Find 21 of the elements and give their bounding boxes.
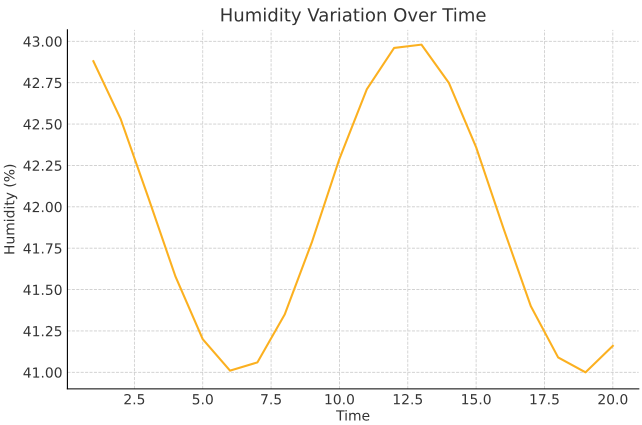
x-tick-label: 15.0 (462, 394, 491, 404)
x-tick-label: 2.5 (124, 394, 144, 404)
y-axis-title: Humidity (%) (4, 164, 18, 254)
x-tick-label: 12.5 (394, 394, 422, 404)
y-tick-label: 41.25 (23, 326, 62, 336)
y-tick-label: 42.50 (23, 119, 62, 130)
y-tick-label: 41.00 (23, 367, 62, 378)
y-tick-label: 42.00 (23, 202, 62, 212)
y-tick-label: 41.75 (23, 243, 62, 254)
chart-title: Humidity Variation Over Time (221, 8, 486, 26)
y-tick-label: 41.50 (23, 284, 62, 296)
y-tick-label: 42.25 (23, 160, 62, 171)
x-tick-label: 7.5 (261, 394, 281, 404)
x-tick-label: 20.0 (598, 394, 628, 404)
y-tick-label: 42.75 (23, 78, 62, 88)
x-tick-label: 10.0 (325, 394, 354, 404)
x-axis-title: Time (336, 410, 370, 421)
y-tick-label: 43.00 (23, 36, 62, 47)
x-tick-label: 5.0 (192, 394, 213, 404)
line-series (92, 44, 614, 374)
x-tick-label: 17.5 (530, 394, 559, 404)
